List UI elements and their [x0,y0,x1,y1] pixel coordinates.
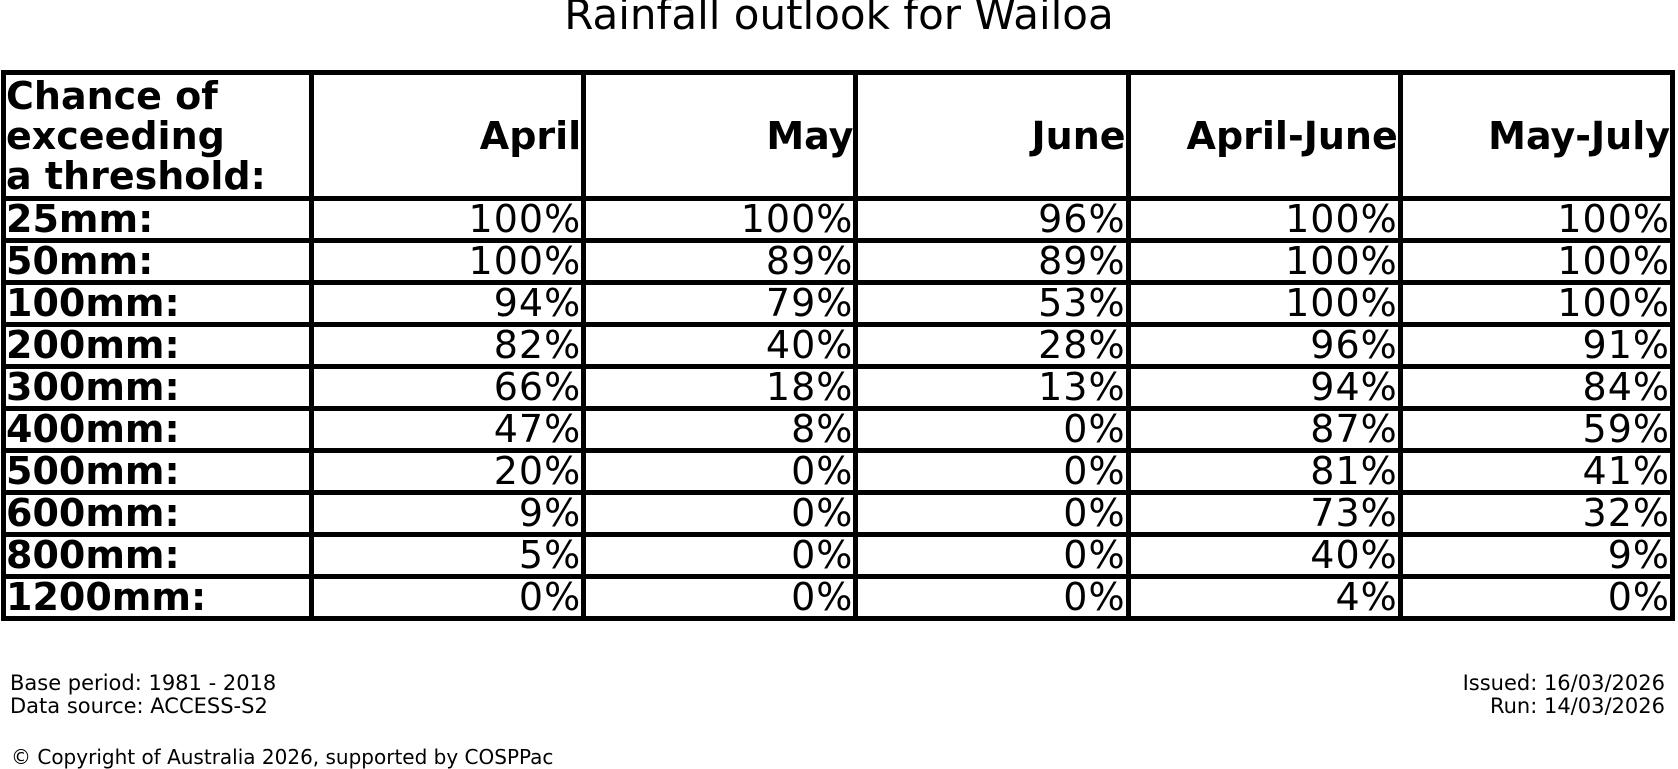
probability-value: 84% [1397,364,1676,411]
data-source-text: Data source: ACCESS-S2 [10,694,268,718]
page-title: Rainfall outlook for Wailoa [564,0,1114,39]
threshold-label: 500mm: [1,448,314,495]
run-date-text: Run: 14/03/2026 [1489,694,1665,718]
probability-value: 94% [1125,364,1403,411]
probability-value: 32% [1397,490,1676,537]
probability-value: 79% [581,280,859,327]
probability-value: 0% [308,574,587,621]
threshold-label: 800mm: [1,532,314,579]
probability-value: 96% [1125,322,1403,369]
probability-value: 47% [308,406,587,453]
probability-value: 100% [1125,196,1403,243]
probability-value: 100% [1397,196,1676,243]
probability-value: 18% [581,364,859,411]
probability-value: 0% [853,448,1131,495]
probability-value: 100% [1397,238,1676,285]
probability-value: 0% [1397,574,1676,621]
table-row: 500mm: 20% 0% 0% 81% 41% [1,448,1676,495]
table-row: 50mm: 100% 89% 89% 100% 100% [1,238,1676,285]
column-header-may-july: May-July [1397,70,1676,201]
threshold-label: 50mm: [1,238,314,285]
probability-value: 41% [1397,448,1676,495]
column-header-april: April [308,70,587,201]
probability-value: 100% [308,238,587,285]
rainfall-outlook-table: Chance of exceeding a threshold: April M… [1,70,1676,621]
table-row: 600mm: 9% 0% 0% 73% 32% [1,490,1676,537]
threshold-label: 100mm: [1,280,314,327]
probability-value: 100% [1125,280,1403,327]
threshold-label: 300mm: [1,364,314,411]
probability-value: 5% [308,532,587,579]
probability-value: 9% [308,490,587,537]
probability-value: 0% [581,490,859,537]
probability-value: 82% [308,322,587,369]
table-row: 800mm: 5% 0% 0% 40% 9% [1,532,1676,579]
probability-value: 59% [1397,406,1676,453]
footer-right: Issued: 16/03/2026 Run: 14/03/2026 [1463,672,1665,718]
probability-value: 20% [308,448,587,495]
table-row: 100mm: 94% 79% 53% 100% 100% [1,280,1676,327]
probability-value: 28% [853,322,1131,369]
table-row: 300mm: 66% 18% 13% 94% 84% [1,364,1676,411]
probability-value: 73% [1125,490,1403,537]
table-body: 25mm: 100% 100% 96% 100% 100% 50mm: 100% 89% 89% 1… [1,196,1676,621]
table-row: 25mm: 100% 100% 96% 100% 100% [1,196,1676,243]
table-row: 200mm: 82% 40% 28% 96% 91% [1,322,1676,369]
threshold-label: 1200mm: [1,574,314,621]
threshold-label: 200mm: [1,322,314,369]
probability-value: 89% [853,238,1131,285]
probability-value: 0% [853,574,1131,621]
probability-value: 91% [1397,322,1676,369]
threshold-label: 400mm: [1,406,314,453]
table-row: 400mm: 47% 8% 0% 87% 59% [1,406,1676,453]
corner-header: Chance of exceeding a threshold: [1,70,314,201]
table-header-row: Chance of exceeding a threshold: April M… [1,70,1676,201]
probability-value: 100% [1125,238,1403,285]
threshold-label: 600mm: [1,490,314,537]
probability-value: 100% [308,196,587,243]
column-header-june: June [853,70,1131,201]
probability-value: 0% [853,532,1131,579]
probability-value: 8% [581,406,859,453]
threshold-label: 25mm: [1,196,314,243]
probability-value: 0% [853,406,1131,453]
probability-value: 40% [1125,532,1403,579]
probability-value: 13% [853,364,1131,411]
probability-value: 94% [308,280,587,327]
column-header-may: May [581,70,859,201]
probability-value: 66% [308,364,587,411]
probability-value: 89% [581,238,859,285]
probability-value: 0% [581,532,859,579]
probability-value: 0% [581,574,859,621]
probability-value: 53% [853,280,1131,327]
probability-value: 96% [853,196,1131,243]
copyright-text: © Copyright of Australia 2026, supported… [11,745,554,769]
issued-date-text: Issued: 16/03/2026 [1462,671,1665,695]
probability-value: 100% [1397,280,1676,327]
probability-value: 4% [1125,574,1403,621]
column-header-april-june: April-June [1125,70,1403,201]
probability-value: 9% [1397,532,1676,579]
probability-value: 81% [1125,448,1403,495]
probability-value: 0% [581,448,859,495]
probability-value: 100% [581,196,859,243]
base-period-text: Base period: 1981 - 2018 [10,671,277,695]
footer-left: Base period: 1981 - 2018 Data source: AC… [10,672,276,718]
table-row: 1200mm: 0% 0% 0% 4% 0% [1,574,1676,621]
probability-value: 40% [581,322,859,369]
probability-value: 87% [1125,406,1403,453]
probability-value: 0% [853,490,1131,537]
